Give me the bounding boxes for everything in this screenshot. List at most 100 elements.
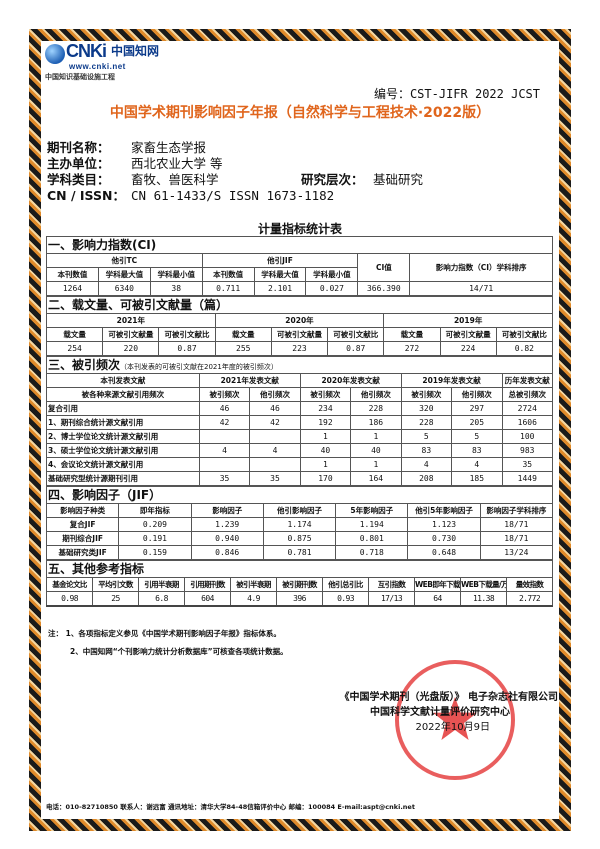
column-header: 被各种来源文献引用频次: [46, 387, 200, 402]
value-cell: 46: [249, 401, 301, 416]
cnki-logo: CNKi 中国知网 www.cnki.net 中国知识基础设施工程: [45, 42, 165, 82]
value-cell: 208: [400, 471, 453, 486]
subject: 畜牧、兽医科学: [131, 172, 219, 187]
column-header: 基金论文比: [46, 577, 93, 592]
value-cell: 64: [414, 591, 461, 607]
section-title: 四、影响因子（JIF）: [46, 486, 553, 503]
value-cell: 18/71: [479, 531, 554, 546]
column-header: 5年影响因子: [335, 503, 409, 518]
ci-table: 他引TC 他引JIF CI值 影响力指数（CI）学科排序 本刊数值 学科最大值 学科最小值本…: [46, 253, 553, 296]
value-cell: 4: [249, 443, 301, 458]
column-header: WEB即年下载率: [414, 577, 461, 592]
value-cell: 2.101: [253, 281, 307, 296]
value-cell: [198, 457, 251, 472]
column-header: 2019年发表文献: [400, 373, 503, 388]
value-cell: 228: [350, 401, 402, 416]
signature-org-2: 中国科学文献计量评价研究中心: [370, 707, 510, 718]
value-cell: 0.87: [158, 341, 216, 356]
value-cell: 234: [299, 401, 352, 416]
column-header: 载文量: [214, 327, 272, 342]
value-cell: 0.711: [201, 281, 255, 296]
table-row: 复合引用 46 46 234 228 320 297 2724: [46, 401, 554, 416]
table-row: 影响因子种类 即年指标 影响因子 他引影响因子 5年影响因子 他引5年影响因子 影响因子学科…: [45, 503, 554, 518]
value-cell: 6.8: [138, 591, 185, 607]
column-header: 他引TC: [46, 253, 203, 268]
column-header: 本刊发表文献: [46, 373, 200, 388]
value-cell: 35: [249, 471, 301, 486]
value-cell: 0.940: [190, 531, 264, 546]
column-header: 可被引文献量: [439, 327, 497, 342]
table-row: 被各种来源文献引用频次 被引频次 他引频次 被引频次 他引频次 被引频次 他引频次 总被引频次: [46, 387, 554, 402]
value-cell: 5: [400, 429, 453, 444]
row-label: 复合JIF: [45, 517, 120, 532]
value-cell: 0.718: [335, 545, 409, 560]
signature-date: 2022年10月9日: [415, 722, 490, 733]
column-header: 他引频次: [451, 387, 503, 402]
column-header: 2021年发表文献: [198, 373, 301, 388]
value-cell: 4: [400, 457, 453, 472]
column-header: 影响因子: [190, 503, 264, 518]
value-cell: 0.159: [118, 545, 192, 560]
column-header: 载文量: [45, 327, 104, 342]
sponsor-label: 主办单位：: [47, 156, 110, 171]
value-cell: 0.801: [335, 531, 409, 546]
row-label: 基础研究类JIF: [45, 545, 120, 560]
statistics-sheet: 一、影响力指数(CI) 他引TC 他引JIF CI值 影响力指数（CI）学科排序 本刊数值…: [45, 236, 554, 607]
column-header: 学科最小值: [149, 267, 203, 282]
issn-label: CN / ISSN：: [47, 188, 125, 203]
value-cell: 604: [184, 591, 231, 607]
sheet-title: 计量指标统计表: [257, 222, 342, 236]
value-cell: 396: [276, 591, 323, 607]
value-cell: 1264: [46, 281, 99, 296]
value-cell: 0.87: [327, 341, 385, 356]
value-cell: 0.191: [118, 531, 192, 546]
row-label: 4、会议论文统计源文献引用: [46, 457, 200, 472]
column-header: 可被引文献比: [495, 327, 554, 342]
value-cell: 192: [299, 415, 352, 430]
journal-info: 期刊名称： 家畜生态学报 主办单位： 西北农业大学 等 学科类目： 畜牧、兽医科学 研究…: [47, 140, 423, 204]
value-cell: 1: [350, 457, 402, 472]
value-cell: 228: [400, 415, 453, 430]
column-header: 本刊数值: [46, 267, 99, 282]
value-cell: 254: [45, 341, 104, 356]
value-cell: 4: [451, 457, 503, 472]
table-row: 1、期刊综合统计源文献引用 42 42 192 186 228 205 1606: [46, 415, 554, 430]
column-header: 他引总引比: [322, 577, 369, 592]
value-cell: 2724: [501, 401, 554, 416]
column-header: 可被引文献比: [327, 327, 385, 342]
section-title: 三、被引频次（本刊发表的可被引文献在2021年度的被引频次）: [46, 356, 553, 373]
value-cell: 17/13: [368, 591, 415, 607]
row-label: 3、硕士学位论文统计源文献引用: [46, 443, 200, 458]
column-header: 被引期刊数: [276, 577, 323, 592]
value-cell: 366.390: [357, 281, 411, 296]
value-cell: 25: [92, 591, 139, 607]
column-header: 学科最小值: [305, 267, 359, 282]
document-code: 编号：CST-JIFR 2022 JCST: [373, 87, 540, 101]
section-title: 五、其他参考指标: [46, 560, 553, 577]
column-header: 载文量: [383, 327, 441, 342]
value-cell: 2.772: [506, 591, 553, 607]
logo-brand: CNKi: [66, 41, 107, 61]
value-cell: 0.93: [322, 591, 369, 607]
articles-table: 2021年 2020年 2019年 载文量 可被引文献量 可被引文献比 载文量 可被引文献量可…: [45, 313, 554, 356]
level: 基础研究: [373, 172, 424, 187]
logo-subtitle: 中国知识基础设施工程: [45, 73, 115, 81]
column-header: 被引半衰期: [230, 577, 277, 592]
column-header: 总被引频次: [501, 387, 554, 402]
section-title-text: 二、载文量、可被引文献量（篇）: [48, 298, 229, 312]
value-cell: 18/71: [479, 517, 554, 532]
column-header: 可被引文献量: [102, 327, 160, 342]
level-label: 研究层次：: [301, 172, 364, 187]
section-note: （本刊发表的可被引文献在2021年度的被引频次）: [120, 363, 278, 371]
value-cell: 205: [451, 415, 503, 430]
signature-org-1: 《中国学术期刊（光盘版）》 电子杂志社有限公司: [339, 692, 558, 703]
table-row: 2021年 2020年 2019年: [46, 313, 553, 328]
note-2: 2、中国知网“个刊影响力统计分析数据库”可核查各项统计数据。: [70, 647, 288, 656]
section-title: 一、影响力指数(CI): [46, 236, 553, 253]
column-header: 2019年: [383, 313, 553, 328]
value-cell: 35: [501, 457, 554, 472]
row-label: 复合引用: [46, 401, 200, 416]
column-header: 引用半衰期: [138, 577, 185, 592]
value-cell: 1.239: [190, 517, 264, 532]
other-indicators-table: 基金论文比 平均引文数 引用半衰期 引用期刊数 被引半衰期 被引期刊数 他引总引比 互引指数 W…: [46, 577, 553, 607]
